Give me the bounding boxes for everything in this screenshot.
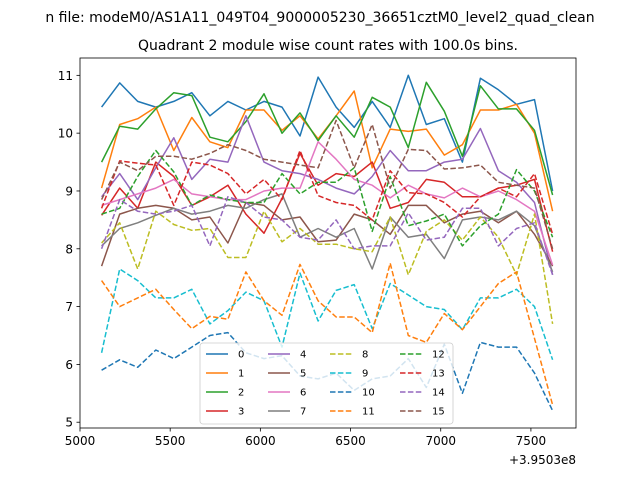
x-tick-label-5500: 5500 [155, 434, 186, 448]
legend-label-0: 0 [238, 350, 244, 361]
y-tick-label-6: 6 [65, 358, 73, 372]
x-tick-label-7000: 7000 [425, 434, 456, 448]
series-line-12 [101, 149, 554, 247]
legend-label-12: 12 [432, 350, 445, 361]
legend-label-9: 9 [362, 369, 368, 380]
series-line-6 [101, 141, 554, 266]
series-line-11 [100, 262, 554, 406]
legend-label-8: 8 [362, 350, 368, 361]
legend-label-10: 10 [362, 388, 375, 399]
legend-label-15: 15 [432, 407, 445, 418]
x-tick-label-6000: 6000 [245, 434, 276, 448]
series-line-4 [101, 115, 554, 275]
x-tick-label-5000: 5000 [65, 434, 96, 448]
series-line-14 [100, 196, 554, 276]
legend-label-3: 3 [238, 407, 244, 418]
legend-label-1: 1 [238, 369, 244, 380]
axes-frame [79, 57, 577, 429]
series-line-0 [100, 74, 554, 192]
legend-label-7: 7 [300, 407, 306, 418]
series-line-9 [100, 268, 554, 361]
x-tick-label-7500: 7500 [516, 434, 547, 448]
chart-title: Quadrant 2 module wise count rates with … [138, 38, 518, 54]
legend-label-6: 6 [300, 388, 306, 399]
legend-label-4: 4 [300, 350, 306, 361]
y-tick-label-11: 11 [58, 69, 73, 83]
y-tick-label-5: 5 [65, 416, 73, 430]
legend-label-13: 13 [432, 369, 445, 380]
legend-label-2: 2 [238, 388, 244, 399]
figure-suptitle: n file: modeM0/AS1A11_049T04_9000005230_… [45, 10, 594, 26]
y-tick-label-7: 7 [65, 300, 73, 314]
y-tick-label-9: 9 [65, 184, 73, 198]
y-tick-label-8: 8 [65, 242, 73, 256]
series-line-8 [101, 210, 554, 325]
y-tick-label-10: 10 [58, 127, 73, 141]
series-line-15 [100, 119, 554, 250]
legend-label-5: 5 [300, 369, 306, 380]
series-line-2 [100, 81, 554, 196]
x-tick-label-6500: 6500 [335, 434, 366, 448]
legend-label-11: 11 [362, 407, 375, 418]
series-line-13 [100, 149, 554, 235]
legend-label-14: 14 [432, 388, 445, 399]
series-line-7 [101, 193, 554, 273]
legend-frame [199, 342, 454, 425]
x-offset-label: +3.9503e8 [509, 453, 576, 467]
